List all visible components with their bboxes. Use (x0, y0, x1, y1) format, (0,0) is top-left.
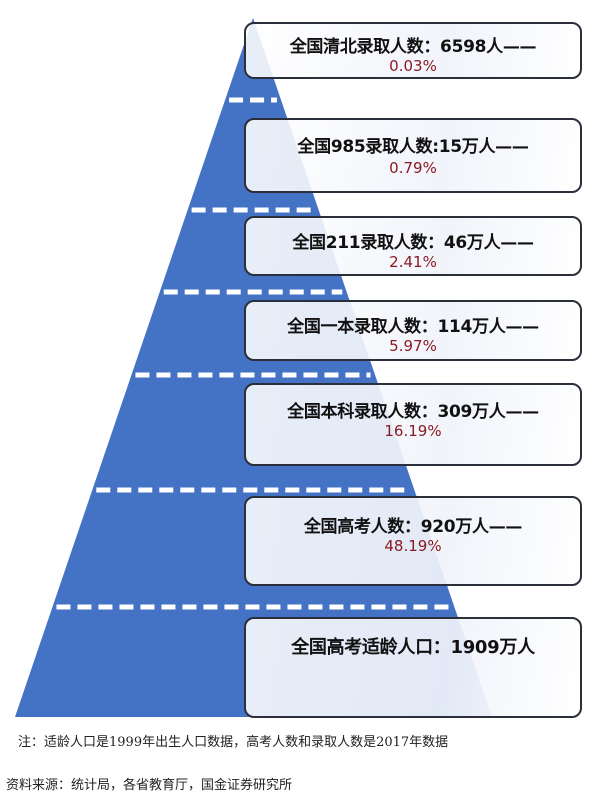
level-box-gaokao: 全国高考人数：920万人—— 48.19% (244, 496, 582, 586)
level-percent: 0.79% (389, 159, 437, 177)
level-label: 全国211录取人数：46万人—— (292, 233, 534, 253)
level-box-211: 全国211录取人数：46万人—— 2.41% (244, 216, 582, 276)
level-box-tier1: 全国一本录取人数：114万人—— 5.97% (244, 300, 582, 361)
level-box-undergrad: 全国本科录取人数：309万人—— 16.19% (244, 383, 582, 466)
level-label: 全国高考人数：920万人—— (303, 517, 523, 537)
level-percent: 16.19% (384, 422, 442, 440)
level-percent: 48.19% (384, 537, 442, 555)
level-box-tsinghua-peking: 全国清北录取人数：6598人—— 0.03% (244, 22, 582, 79)
footnote: 注：适龄人口是1999年出生人口数据，高考人数和录取人数是2017年数据 (18, 735, 449, 750)
level-label: 全国清北录取人数：6598人—— (289, 37, 537, 57)
level-percent: 0.03% (389, 57, 437, 75)
level-percent: 5.97% (389, 337, 437, 355)
source-note: 资料来源：统计局，各省教育厅，国金证券研究所 (6, 778, 293, 793)
level-label: 全国985录取人数:15万人—— (297, 137, 529, 157)
level-label: 全国一本录取人数：114万人—— (287, 317, 539, 337)
level-label: 全国高考适龄人口：1909万人 (291, 637, 535, 658)
level-percent: 2.41% (389, 253, 437, 271)
level-box-population: 全国高考适龄人口：1909万人 (244, 617, 582, 718)
level-label: 全国本科录取人数：309万人—— (287, 402, 539, 422)
level-box-985: 全国985录取人数:15万人—— 0.79% (244, 118, 582, 193)
